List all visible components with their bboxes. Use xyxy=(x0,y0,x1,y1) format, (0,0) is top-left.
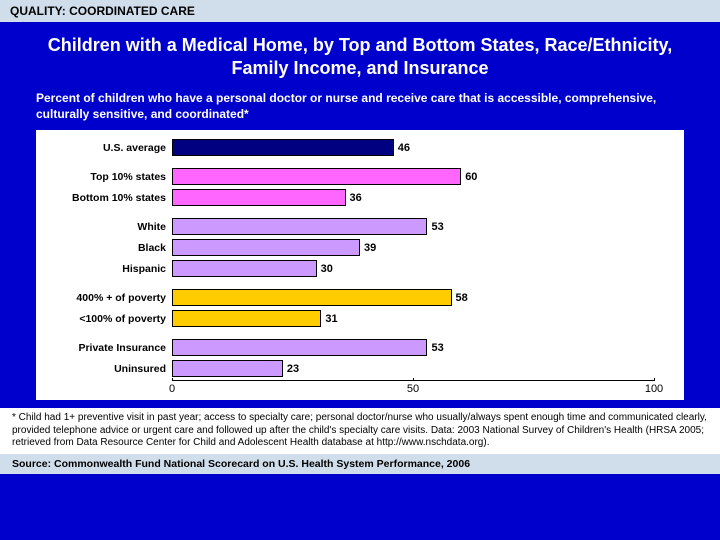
bar-value: 46 xyxy=(394,139,410,156)
bar-row: Bottom 10% states 36 xyxy=(48,188,654,207)
slide-subtitle: Percent of children who have a personal … xyxy=(0,85,720,130)
category-label: U.S. average xyxy=(48,142,172,154)
bar-value: 31 xyxy=(321,310,337,327)
axis-tick-label: 0 xyxy=(169,383,175,395)
section-header: QUALITY: COORDINATED CARE xyxy=(0,0,720,22)
category-label: Private Insurance xyxy=(48,342,172,354)
bar-value: 36 xyxy=(346,189,362,206)
bar-value: 53 xyxy=(427,339,443,356)
bar xyxy=(172,168,461,185)
bar-row: White 53 xyxy=(48,217,654,236)
bar-row: 400% + of poverty 58 xyxy=(48,288,654,307)
bar-row: Uninsured 23 xyxy=(48,359,654,378)
axis-tick-label: 100 xyxy=(645,383,663,395)
bar xyxy=(172,360,283,377)
bar-row: Hispanic 30 xyxy=(48,259,654,278)
bar xyxy=(172,139,394,156)
bar-row: <100% of poverty 31 xyxy=(48,309,654,328)
bar xyxy=(172,339,427,356)
footnote: * Child had 1+ preventive visit in past … xyxy=(0,408,720,454)
slide-title: Children with a Medical Home, by Top and… xyxy=(0,22,720,85)
bar xyxy=(172,218,427,235)
category-label: White xyxy=(48,221,172,233)
bar xyxy=(172,310,321,327)
bar xyxy=(172,260,317,277)
category-label: Uninsured xyxy=(48,363,172,375)
bar-value: 53 xyxy=(427,218,443,235)
bar xyxy=(172,289,452,306)
bar-value: 23 xyxy=(283,360,299,377)
bar-value: 39 xyxy=(360,239,376,256)
bar-row: Private Insurance 53 xyxy=(48,338,654,357)
bar xyxy=(172,189,346,206)
bar-value: 60 xyxy=(461,168,477,185)
category-label: 400% + of poverty xyxy=(48,292,172,304)
category-label: Top 10% states xyxy=(48,171,172,183)
bar-value: 58 xyxy=(452,289,468,306)
bar-row: U.S. average 46 xyxy=(48,138,654,157)
source-line: Source: Commonwealth Fund National Score… xyxy=(0,454,720,474)
category-label: Hispanic xyxy=(48,263,172,275)
bar-chart: U.S. average 46 Top 10% states 60 Bottom 10%… xyxy=(36,130,684,400)
bar-value: 30 xyxy=(317,260,333,277)
bar-row: Black 39 xyxy=(48,238,654,257)
category-label: <100% of poverty xyxy=(48,313,172,325)
category-label: Bottom 10% states xyxy=(48,192,172,204)
bar xyxy=(172,239,360,256)
category-label: Black xyxy=(48,242,172,254)
bar-row: Top 10% states 60 xyxy=(48,167,654,186)
axis-tick-label: 50 xyxy=(407,383,419,395)
